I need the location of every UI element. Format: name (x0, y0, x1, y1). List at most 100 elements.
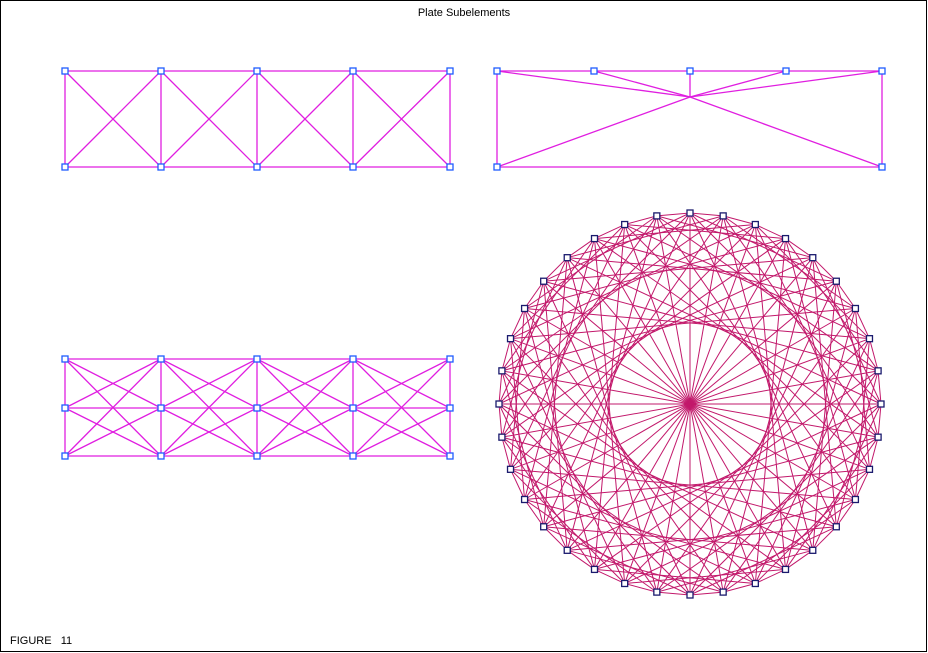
meshes (61, 67, 886, 599)
mesh-line (510, 468, 626, 584)
node (590, 234, 599, 243)
mesh-line (722, 370, 879, 593)
mesh-line (689, 212, 724, 217)
mesh-line (498, 403, 503, 438)
mesh-line (543, 212, 691, 282)
mesh-line (812, 257, 882, 405)
mesh-line (624, 582, 657, 593)
node (832, 277, 840, 285)
mesh-line (501, 215, 724, 372)
mesh-line (567, 215, 724, 259)
mesh-line (594, 224, 625, 240)
node (446, 355, 454, 363)
mesh-line (689, 96, 883, 168)
mesh-line (510, 338, 626, 584)
mesh-line (868, 437, 879, 470)
mesh-line (754, 224, 870, 470)
mesh-line (352, 70, 451, 168)
node (686, 67, 694, 75)
mesh-line (524, 238, 595, 500)
mesh-line (567, 257, 837, 282)
mesh-line (656, 215, 724, 593)
mesh-line (723, 215, 756, 226)
node (878, 163, 886, 171)
node (253, 67, 261, 75)
mesh-line (160, 358, 258, 457)
mesh-line (754, 468, 870, 584)
mesh-line (64, 407, 162, 457)
mesh-line (722, 215, 879, 438)
node (540, 277, 548, 285)
mesh-line (689, 212, 882, 405)
mesh-line (510, 308, 526, 339)
mesh-line (689, 212, 837, 282)
node (498, 367, 506, 375)
node (61, 163, 69, 171)
node (495, 400, 503, 408)
mesh-line (785, 308, 856, 570)
node (851, 304, 860, 313)
mesh-line (689, 70, 883, 98)
node (349, 452, 357, 460)
mesh-line (524, 238, 786, 309)
node (865, 465, 874, 473)
node (349, 163, 357, 171)
mesh-line (543, 526, 691, 596)
mesh-line (524, 499, 658, 593)
node (61, 355, 69, 363)
mesh-line (656, 215, 879, 372)
node (253, 452, 261, 460)
node (253, 404, 261, 412)
node (590, 67, 598, 75)
mesh-line (594, 499, 856, 570)
mesh-line (656, 591, 691, 596)
mesh-line (566, 549, 595, 570)
mesh-line (64, 358, 162, 457)
mesh-line (785, 436, 879, 570)
mesh-line (256, 407, 354, 457)
node (498, 433, 506, 441)
node (446, 163, 454, 171)
mesh-line (501, 436, 595, 570)
node (446, 452, 454, 460)
mesh-line (543, 257, 568, 282)
mesh-line (64, 70, 162, 168)
mesh-line (256, 70, 354, 168)
title: Plate Subelements (418, 7, 511, 19)
mesh-line (754, 338, 870, 584)
mesh-line (656, 212, 691, 217)
mesh-line (543, 257, 813, 282)
mesh-line (543, 526, 568, 551)
mesh-line (868, 338, 879, 371)
mesh-line (510, 308, 526, 470)
node (874, 433, 882, 441)
mesh-line (543, 257, 568, 527)
node (874, 367, 882, 375)
node (653, 588, 661, 596)
mesh-line (64, 358, 162, 409)
mesh-line (352, 358, 451, 409)
mesh-line (498, 370, 503, 405)
node (157, 163, 165, 171)
node (809, 546, 817, 554)
mesh-line (624, 568, 786, 584)
node (61, 67, 69, 75)
mesh-line (812, 526, 837, 551)
mesh-line (524, 280, 545, 309)
mesh-line (524, 499, 545, 528)
mesh-line (501, 338, 512, 371)
node (540, 523, 548, 531)
node (832, 523, 840, 531)
node (782, 67, 790, 75)
mesh-line (567, 549, 724, 593)
mesh-line (594, 238, 856, 309)
node (719, 588, 727, 596)
mesh-line (543, 526, 813, 551)
mesh-line (594, 224, 756, 240)
mesh-line (624, 224, 786, 240)
node (621, 220, 629, 229)
node (349, 404, 357, 412)
mesh-line (510, 468, 756, 584)
mesh-line (722, 215, 856, 309)
